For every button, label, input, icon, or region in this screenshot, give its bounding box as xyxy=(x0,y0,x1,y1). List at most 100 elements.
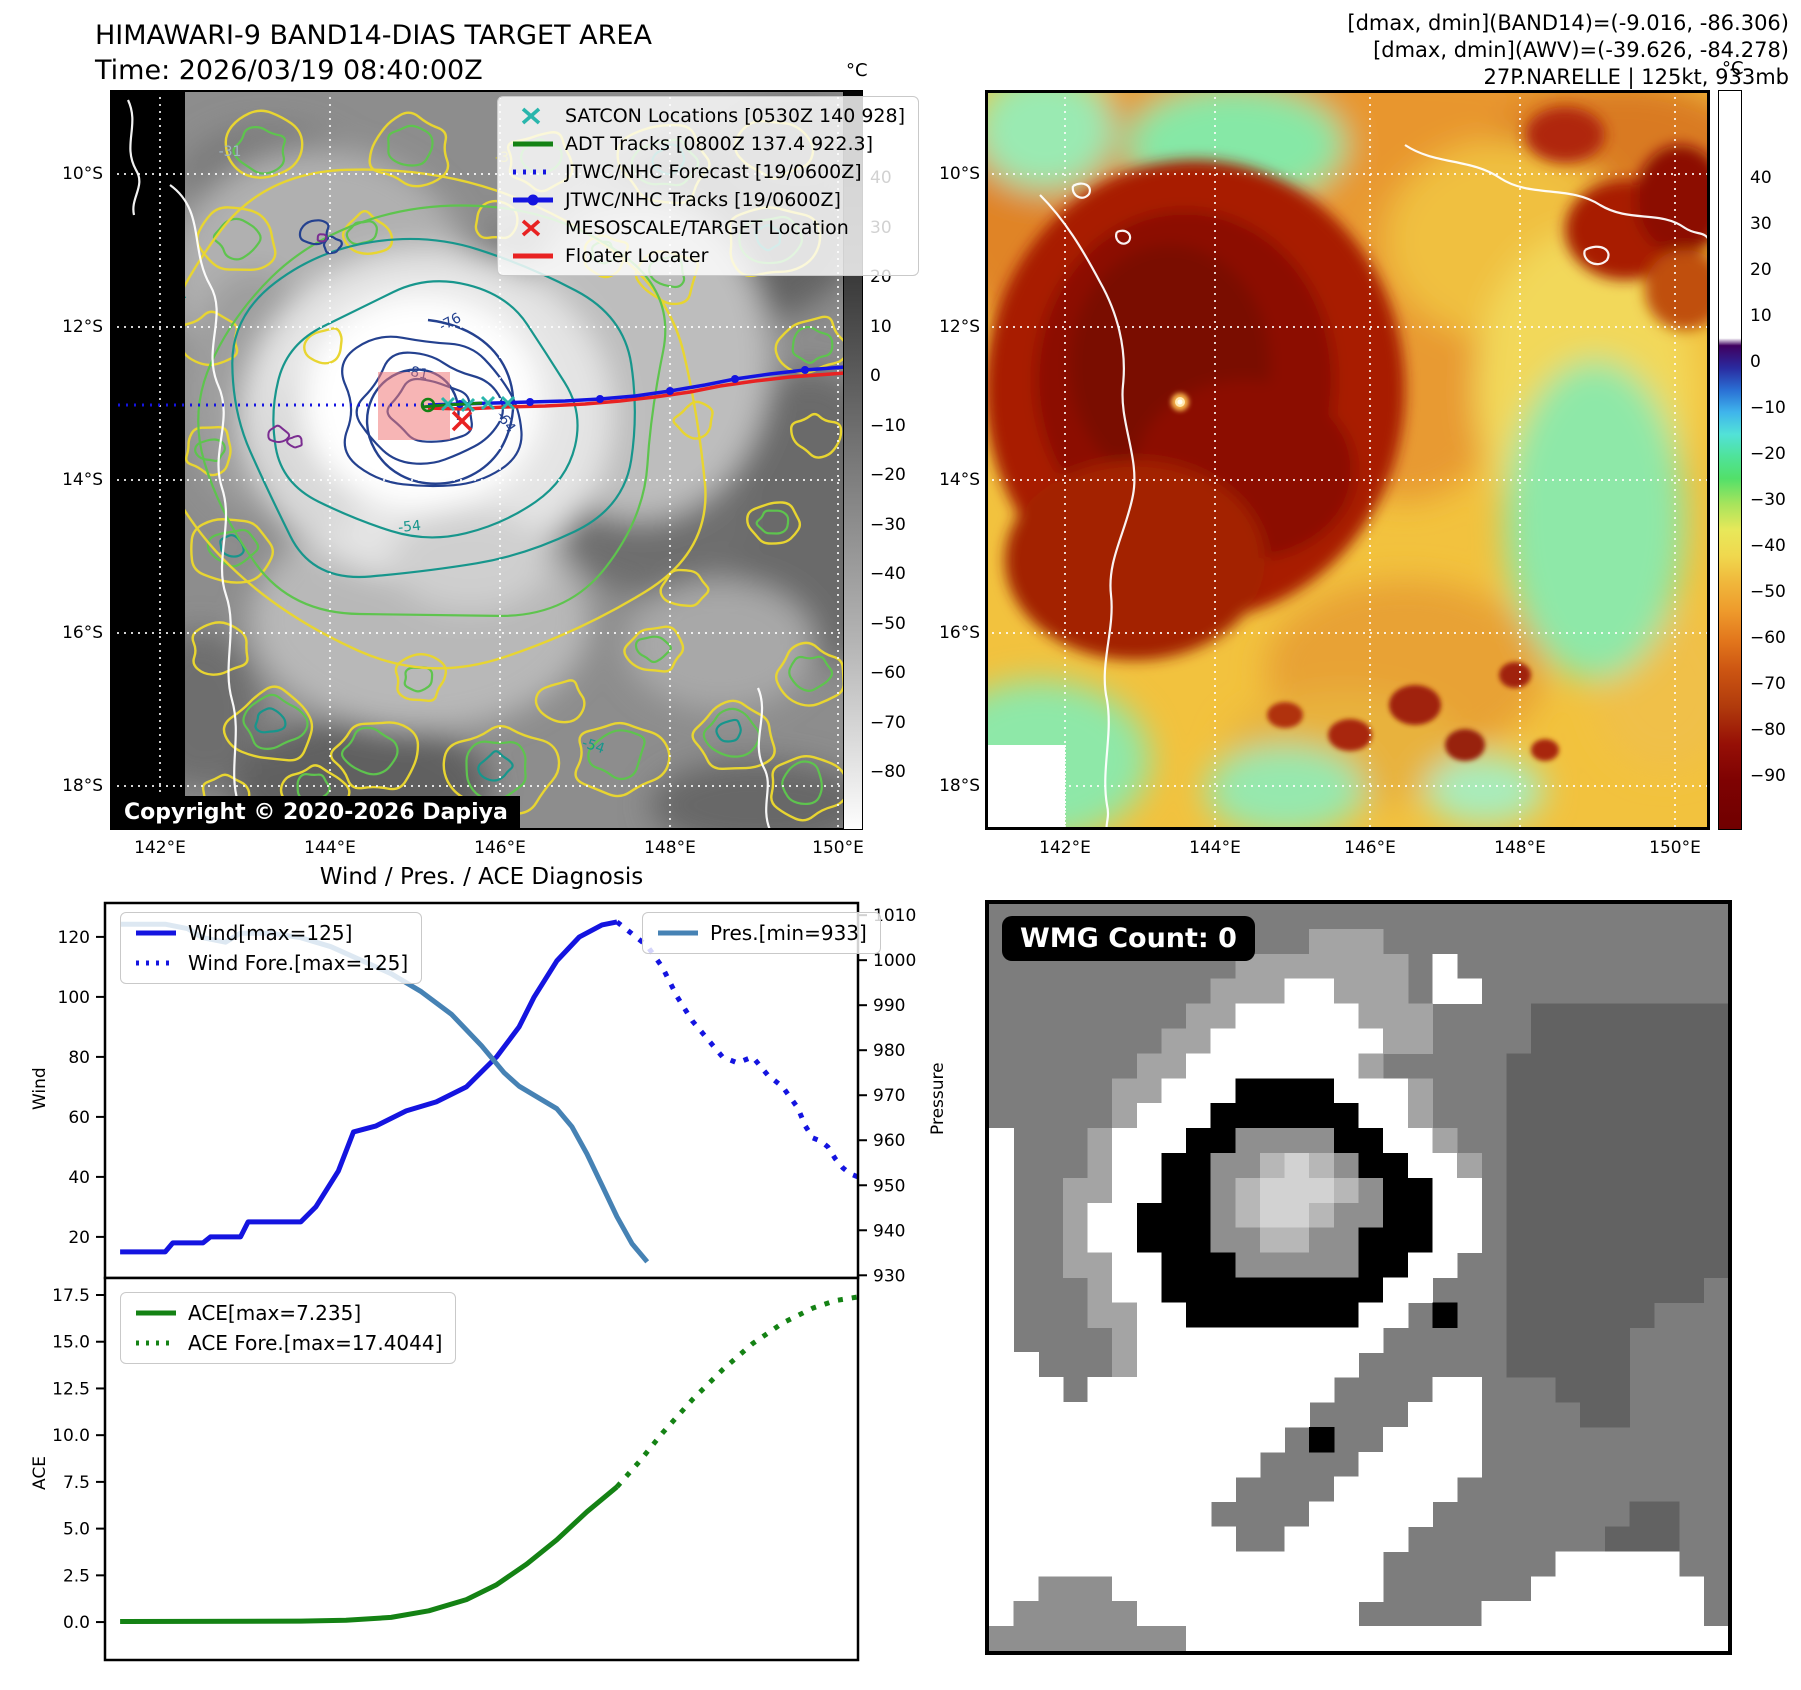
map-legend-label-5: Floater Locater xyxy=(565,245,709,267)
y-tick-label: 2.5 xyxy=(63,1566,90,1586)
y-tick-label: 120 xyxy=(58,928,90,948)
awv-map-image xyxy=(985,90,1710,830)
left-map-lat-3: 16°S xyxy=(62,623,103,643)
ace-legend-entry-1: ACE Fore.[max=17.4044] xyxy=(134,1331,442,1355)
map-legend-entry-1: ADT Tracks [0800Z 137.4 922.3] xyxy=(511,133,905,155)
y2-tick-label: 940 xyxy=(873,1221,905,1241)
left-cbar-tick-9: −50 xyxy=(870,613,906,634)
y-tick-label: 80 xyxy=(68,1048,90,1068)
ace-legend-label-0: ACE[max=7.235] xyxy=(188,1301,362,1325)
right-cbar-tick-10: −60 xyxy=(1750,628,1786,648)
dotted-line-icon xyxy=(136,1340,176,1346)
right-cbar-tick-12: −80 xyxy=(1750,720,1786,740)
y-tick-label: 10.0 xyxy=(52,1426,90,1446)
left-cbar-tick-5: −10 xyxy=(870,415,906,436)
pres-legend-entry-0: Pres.[min=933] xyxy=(656,921,867,945)
y2-tick-label: 990 xyxy=(873,996,905,1016)
right-cbar-tick-1: 30 xyxy=(1750,214,1772,234)
ace-legend-label-1: ACE Fore.[max=17.4044] xyxy=(188,1331,443,1355)
y2-tick-label: 1000 xyxy=(873,951,916,971)
right-panel-info: [dmax, dmin](BAND14)=(-9.016, -86.306) [d… xyxy=(1347,10,1789,91)
y2-tick-label: 970 xyxy=(873,1086,905,1106)
right-map-lon-3: 148°E xyxy=(1494,838,1546,858)
right-map-lat-2: 14°S xyxy=(939,470,980,490)
left-map-lat-1: 12°S xyxy=(62,317,103,337)
right-map-lat-0: 10°S xyxy=(939,164,980,184)
copyright-banner: Copyright © 2020-2026 Dapiya xyxy=(112,796,520,829)
info-line-1: [dmax, dmin](AWV)=(-39.626, -84.278) xyxy=(1373,38,1789,62)
charts-title: Wind / Pres. / ACE Diagnosis xyxy=(319,864,644,890)
right-map-lat-4: 18°S xyxy=(939,776,980,796)
map-legend: SATCON Locations [0530Z 140 928] ADT Trac… xyxy=(497,96,920,276)
right-cbar-tick-5: −10 xyxy=(1750,398,1786,418)
left-panel-time: Time: 2026/03/19 08:40:00Z xyxy=(95,55,483,86)
left-map-lat-2: 14°S xyxy=(62,470,103,490)
left-map-lon-1: 144°E xyxy=(304,838,356,858)
pressure-legend: Pres.[min=933] xyxy=(642,912,881,954)
left-cbar-tick-12: −80 xyxy=(870,762,906,782)
y-tick-label: 0.0 xyxy=(63,1613,90,1633)
y2-tick-label: 950 xyxy=(873,1176,905,1196)
y-tick-label: 40 xyxy=(68,1168,90,1188)
right-cbar-tick-8: −40 xyxy=(1750,536,1786,556)
line-dot-icon xyxy=(513,194,553,206)
info-line-0: [dmax, dmin](BAND14)=(-9.016, -86.306) xyxy=(1347,11,1789,35)
wind-legend-label-0: Wind[max=125] xyxy=(188,921,353,945)
y-tick-label: 7.5 xyxy=(63,1473,90,1493)
series-wind-max- xyxy=(120,919,618,1255)
right-colorbar-unit: °C xyxy=(1722,58,1744,79)
map-legend-label-3: JTWC/NHC Tracks [19/0600Z] xyxy=(565,189,841,211)
right-colorbar xyxy=(1718,90,1742,830)
wind-legend: Wind[max=125] Wind Fore.[max=125] xyxy=(120,912,423,984)
left-cbar-tick-8: −40 xyxy=(870,564,906,584)
dotted-line-icon xyxy=(513,169,553,175)
map-legend-label-1: ADT Tracks [0800Z 137.4 922.3] xyxy=(565,133,873,155)
dotted-line-icon xyxy=(136,960,176,966)
y2-tick-label: 1010 xyxy=(873,906,916,926)
y-tick-label: 20 xyxy=(68,1228,90,1248)
left-cbar-tick-4: 0 xyxy=(870,366,881,386)
left-cbar-tick-7: −30 xyxy=(870,514,906,535)
y-tick-label: 5.0 xyxy=(63,1520,90,1540)
wind-pressure-chart: 120 100 80 60 40 20 1010 1000 990 980 970 960 950 940… xyxy=(58,901,916,1286)
right-map-lat-3: 16°S xyxy=(939,623,980,643)
right-cbar-tick-13: −90 xyxy=(1750,766,1786,786)
right-cbar-tick-4: 0 xyxy=(1750,352,1761,372)
right-cbar-tick-7: −30 xyxy=(1750,490,1786,510)
ace-legend-entry-0: ACE[max=7.235] xyxy=(134,1301,442,1325)
y-tick-label: 15.0 xyxy=(52,1333,90,1353)
map-legend-label-2: JTWC/NHC Forecast [19/0600Z] xyxy=(565,161,862,183)
map-legend-label-0: SATCON Locations [0530Z 140 928] xyxy=(565,105,906,127)
left-cbar-tick-11: −70 xyxy=(870,712,906,733)
right-map-lon-0: 142°E xyxy=(1039,838,1091,858)
x-marker-icon xyxy=(521,107,541,125)
pres-legend-label-0: Pres.[min=933] xyxy=(710,921,867,945)
right-map-lon-4: 150°E xyxy=(1649,838,1701,858)
series-ace-max- xyxy=(120,1484,619,1624)
contour-label: -54 xyxy=(580,735,607,757)
info-line-2: 27P.NARELLE | 125kt, 933mb xyxy=(1483,65,1789,89)
map-legend-entry-2: JTWC/NHC Forecast [19/0600Z] xyxy=(511,161,905,183)
left-cbar-tick-3: 10 xyxy=(870,316,892,337)
x-marker-icon xyxy=(521,219,541,237)
left-map-lon-2: 146°E xyxy=(474,838,526,858)
contour-label: -31 xyxy=(219,144,242,160)
right-cbar-tick-2: 20 xyxy=(1750,260,1772,280)
map-legend-entry-5: Floater Locater xyxy=(511,245,905,267)
right-cbar-tick-3: 10 xyxy=(1750,306,1772,326)
wind-legend-label-1: Wind Fore.[max=125] xyxy=(188,951,409,975)
left-cbar-tick-10: −60 xyxy=(870,663,906,683)
wmg-count-badge: WMG Count: 0 xyxy=(1002,916,1255,961)
map-legend-entry-3: JTWC/NHC Tracks [19/0600Z] xyxy=(511,189,905,211)
y-tick-label: 17.5 xyxy=(52,1286,90,1306)
wind-legend-entry-0: Wind[max=125] xyxy=(134,921,408,945)
left-map-lon-3: 148°E xyxy=(644,838,696,858)
map-legend-label-4: MESOSCALE/TARGET Location xyxy=(565,217,849,239)
wmg-panel xyxy=(985,900,1732,1655)
awv-map-panel xyxy=(985,90,1710,830)
y-tick-label: 100 xyxy=(58,988,90,1008)
left-colorbar-unit: °C xyxy=(846,60,868,81)
line-icon xyxy=(136,1310,176,1316)
y2-tick-label: 980 xyxy=(873,1041,905,1061)
